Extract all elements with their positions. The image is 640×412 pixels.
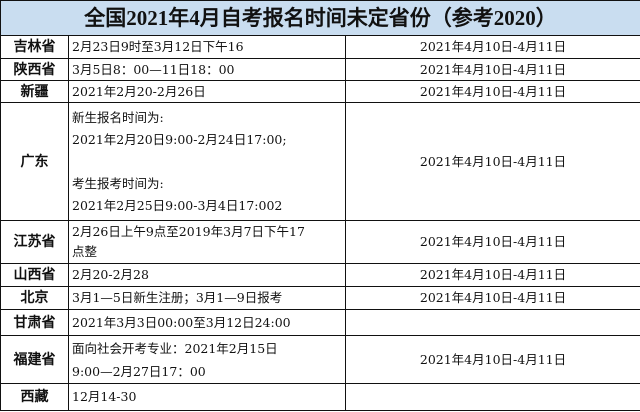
province-cell: 江苏省 xyxy=(0,220,69,264)
registration-line: 2月26日上午9点至2019年3月7日下午17 xyxy=(72,224,305,239)
registration-line: 面向社会开考专业：2021年2月15日 xyxy=(72,340,278,356)
registration-line: 12月14-30 xyxy=(72,389,137,404)
registration-line: 9:00—2月27日17：00 xyxy=(72,363,206,379)
exam-date-cell: 2021年4月10日-4月11日 xyxy=(344,102,640,221)
province-cell: 甘肃省 xyxy=(0,309,69,336)
registration-line xyxy=(72,151,342,173)
registration-line: 考生报考时间为: xyxy=(72,175,164,191)
exam-date-cell: 2021年4月10日-4月11日 xyxy=(344,335,640,384)
registration-cell: 新生报名时间为: 2021年2月20日9:00-2月24日17:00; 考生报考时… xyxy=(68,102,346,221)
registration-cell: 2021年3月3日00:00至3月12日24:00 xyxy=(68,309,346,336)
registration-line: 新生报名时间为: xyxy=(72,109,164,125)
registration-cell: 2月26日上午9点至2019年3月7日下午17 点整 xyxy=(68,220,346,264)
table-row: 福建省 面向社会开考专业：2021年2月15日 9:00—2月27日17：00 202… xyxy=(0,335,640,384)
exam-date-cell: 2021年4月10日-4月11日 xyxy=(344,220,640,264)
table-row: 陕西省 3月5日8：00—11日18：00 2021年4月10日-4月11日 xyxy=(0,58,640,81)
province-cell: 西藏 xyxy=(0,383,69,411)
province-cell: 福建省 xyxy=(0,335,69,384)
exam-date-cell: 2021年4月10日-4月11日 xyxy=(344,58,640,81)
registration-line: 2021年2月25日9:00-3月4日17:002 xyxy=(72,197,283,213)
registration-line: 2021年2月20日9:00-2月24日17:00; xyxy=(72,131,287,147)
registration-cell: 3月1—5日新生注册；3月1—9日报考 xyxy=(68,286,346,310)
table-row: 江苏省 2月26日上午9点至2019年3月7日下午17 点整 2021年4月10日-4… xyxy=(0,220,640,264)
registration-line: 2月23日9时至3月12日下午16 xyxy=(72,39,244,54)
exam-date-cell: 2021年4月10日-4月11日 xyxy=(344,263,640,287)
registration-cell: 2月23日9时至3月12日下午16 xyxy=(68,35,346,59)
registration-cell: 12月14-30 xyxy=(68,383,346,411)
registration-cell: 面向社会开考专业：2021年2月15日 9:00—2月27日17：00 xyxy=(68,335,346,384)
exam-date-cell xyxy=(344,309,640,336)
exam-date-cell: 2021年4月10日-4月11日 xyxy=(344,80,640,103)
exam-date-cell: 2021年4月10日-4月11日 xyxy=(344,35,640,59)
table-row: 广东 新生报名时间为: 2021年2月20日9:00-2月24日17:00; 考生报… xyxy=(0,102,640,221)
registration-cell: 2月20-2月28 xyxy=(68,263,346,287)
table-row: 山西省 2月20-2月28 2021年4月10日-4月11日 xyxy=(0,263,640,287)
registration-cell: 2021年2月20-2月26日 xyxy=(68,80,346,103)
registration-line: 2021年2月20-2月26日 xyxy=(72,83,206,99)
province-cell: 陕西省 xyxy=(0,58,69,81)
registration-line: 点整 xyxy=(72,244,98,259)
province-cell: 北京 xyxy=(0,286,69,310)
province-cell: 新疆 xyxy=(0,80,69,103)
registration-line: 3月1—5日新生注册；3月1—9日报考 xyxy=(72,290,283,305)
province-cell: 广东 xyxy=(0,102,69,221)
exam-date-cell: 2021年4月10日-4月11日 xyxy=(344,286,640,310)
registration-line: 3月5日8：00—11日18：00 xyxy=(72,61,235,77)
table-row: 新疆 2021年2月20-2月26日 2021年4月10日-4月11日 xyxy=(0,80,640,103)
exam-date-cell xyxy=(344,383,640,411)
province-cell: 山西省 xyxy=(0,263,69,287)
table-row: 吉林省 2月23日9时至3月12日下午16 2021年4月10日-4月11日 xyxy=(0,35,640,59)
registration-line: 2月20-2月28 xyxy=(72,267,149,282)
table-row: 甘肃省 2021年3月3日00:00至3月12日24:00 xyxy=(0,309,640,336)
table-row: 北京 3月1—5日新生注册；3月1—9日报考 2021年4月10日-4月11日 xyxy=(0,286,640,310)
registration-line: 2021年3月3日00:00至3月12日24:00 xyxy=(72,314,291,330)
province-cell: 吉林省 xyxy=(0,35,69,59)
registration-cell: 3月5日8：00—11日18：00 xyxy=(68,58,346,81)
table-row: 西藏 12月14-30 xyxy=(0,383,640,411)
table-title: 全国2021年4月自考报名时间未定省份（参考2020） xyxy=(0,0,640,36)
title-row: 全国2021年4月自考报名时间未定省份（参考2020） xyxy=(0,0,640,36)
